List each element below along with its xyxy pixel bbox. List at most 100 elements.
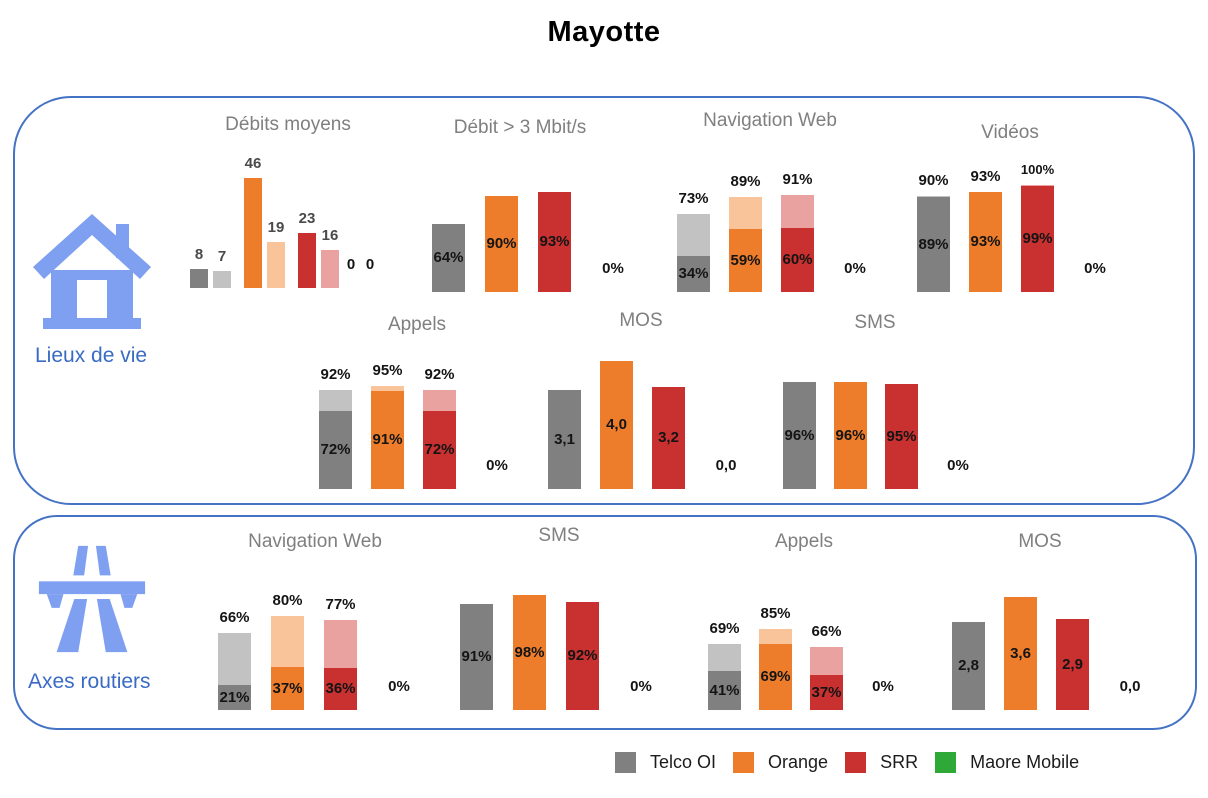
bar-telco-oi [952, 622, 985, 710]
bar-top-label: 90% [918, 172, 949, 189]
bar-slot-srr: 100% 99% [1021, 132, 1054, 292]
section-label-lieux-de-vie: Lieux de vie [35, 344, 148, 367]
bar-top-label: 66% [811, 623, 842, 640]
bar-srr [1021, 186, 1054, 292]
bar-top-label: 73% [678, 190, 709, 207]
bar-top-label: 91% [782, 171, 813, 188]
chart-title-lv-debit3: Débit > 3 Mbit/s [453, 117, 587, 138]
bar-slot-orange: 96% [834, 347, 867, 489]
chart-lv-videos: 90% 89% 93% 93% 100% 99% 0% [917, 132, 1117, 292]
chart-title-lv-sms: SMS [854, 312, 896, 333]
no-data-label: 0% [1084, 260, 1106, 277]
bar-slot-orange: 89% 59% [729, 132, 762, 292]
bar-inside-label: 64% [433, 249, 464, 266]
bar-inside-label: 72% [424, 441, 455, 458]
bar-orange [513, 595, 546, 710]
bar-slot-orange: 93% 93% [969, 132, 1002, 292]
no-data-label: 0% [844, 260, 866, 277]
bar-inside-label: 95% [886, 427, 917, 445]
legend-label: Orange [768, 752, 829, 772]
legend-swatch-maore-mobile [935, 752, 957, 773]
bar-inside-label: 3,6 [1010, 644, 1031, 662]
bar-srr-light [321, 250, 339, 288]
bar-top-label: 92% [320, 366, 351, 383]
chart-lv-debit3: 64% 90% 93% 0% [432, 132, 635, 292]
bar-orange-light [267, 242, 285, 288]
legend-item-telco-oi: Telco OI [615, 752, 716, 773]
chart-title-ar-navweb: Navigation Web [248, 531, 382, 552]
chart-title-lv-mos: MOS [619, 310, 663, 331]
bar-telco-oi [319, 411, 352, 489]
chart-title-lv-appels: Appels [387, 314, 447, 335]
bar-orange [834, 382, 867, 489]
bar-srr-light [1021, 185, 1054, 186]
bar-inside-label: 3,1 [554, 430, 575, 448]
no-data-label: 0% [630, 678, 652, 695]
no-data-slot-maore-mobile: 0% [377, 560, 421, 710]
no-data-slot-maore-mobile: 0,0 [704, 347, 748, 489]
bar-top-label: 80% [272, 592, 303, 609]
bar-top-label: 93% [970, 168, 1001, 185]
bar-orange [1004, 597, 1037, 710]
bar-telco-oi [783, 382, 816, 489]
bar-slot-telco-oi: 91% [460, 560, 493, 710]
bar-slot-telco-oi: 96% [783, 347, 816, 489]
bar-inside-label: 98% [514, 643, 545, 661]
bar-top-label: 77% [325, 596, 356, 613]
bar-slot-srr: 93% [538, 132, 571, 292]
legend-label: Maore Mobile [970, 752, 1080, 772]
bar-slot-orange: 85% 69% [759, 560, 792, 710]
no-data-slot-maore-mobile: 0% [936, 347, 980, 489]
no-data-label: 0% [486, 457, 508, 474]
bar-telco-oi [190, 269, 208, 288]
no-data-label: 0% [872, 678, 894, 695]
bar-top-label: 95% [372, 362, 403, 379]
bar-telco-oi [218, 685, 251, 710]
no-data-slot-maore-mobile: 0% [1073, 132, 1117, 292]
bar-slot-srr: 3,2 [652, 347, 685, 489]
bar-top-label: 92% [424, 366, 455, 383]
bar-top-label: 46 [244, 155, 262, 172]
chart-title-ar-sms: SMS [538, 525, 580, 546]
bar-slot-srr: 2,9 [1056, 560, 1089, 710]
no-data-slot-maore-mobile: 0% [475, 347, 519, 489]
chart-title-lv-navweb: Navigation Web [703, 110, 837, 131]
bar-inside-label: 72% [320, 441, 351, 458]
no-data-slot-maore-mobile: 0% [861, 560, 905, 710]
bar-orange-light [271, 616, 304, 667]
bar-slot-telco-oi: 64% [432, 132, 465, 292]
section-label-axes-routiers: Axes routiers [28, 670, 151, 693]
bar-slot-telco-oi: 73% 34% [677, 132, 710, 292]
bar-inside-label: 96% [784, 426, 815, 444]
bar-top-label: 85% [760, 605, 791, 622]
chart-lv-sms: 96% 96% 95% 0% [783, 347, 980, 489]
bar-slot-srr: 92% [566, 560, 599, 710]
bar-orange [600, 361, 633, 489]
bar-srr-light [324, 620, 357, 668]
bar-srr [810, 675, 843, 710]
chart-title-ar-mos: MOS [1018, 531, 1062, 552]
bar-top-label: 100% [1020, 162, 1055, 177]
page-title: Mayotte [547, 16, 661, 48]
bar-top-label: 89% [730, 173, 761, 190]
bar-inside-label: 59% [730, 251, 761, 269]
bar-slot-orange: 80% 37% [271, 560, 304, 710]
legend-item-orange: Orange [733, 752, 828, 773]
bar-slot-srr: 23 [298, 138, 316, 288]
bar-telco-oi-light [677, 214, 710, 256]
bar-slot-orange: 3,6 [1004, 560, 1037, 710]
no-data-label: 0 [346, 256, 356, 273]
bar-top-label: 7 [217, 248, 227, 265]
bar-inside-label: 36% [325, 680, 356, 697]
bar-orange [729, 229, 762, 292]
no-data-label: 0 [365, 256, 375, 273]
chart-lv-debits: 8 7 46 19 23 16 0 0 [190, 138, 377, 288]
chart-ar-sms: 91% 98% 92% 0% [460, 560, 663, 710]
bar-inside-label: 4,0 [606, 416, 627, 433]
bar-orange-light [371, 386, 404, 391]
bar-srr [324, 668, 357, 710]
panel-axes-routiers [13, 515, 1197, 730]
legend-swatch-srr [845, 752, 867, 773]
bar-slot-telco-oi: 3,1 [548, 347, 581, 489]
